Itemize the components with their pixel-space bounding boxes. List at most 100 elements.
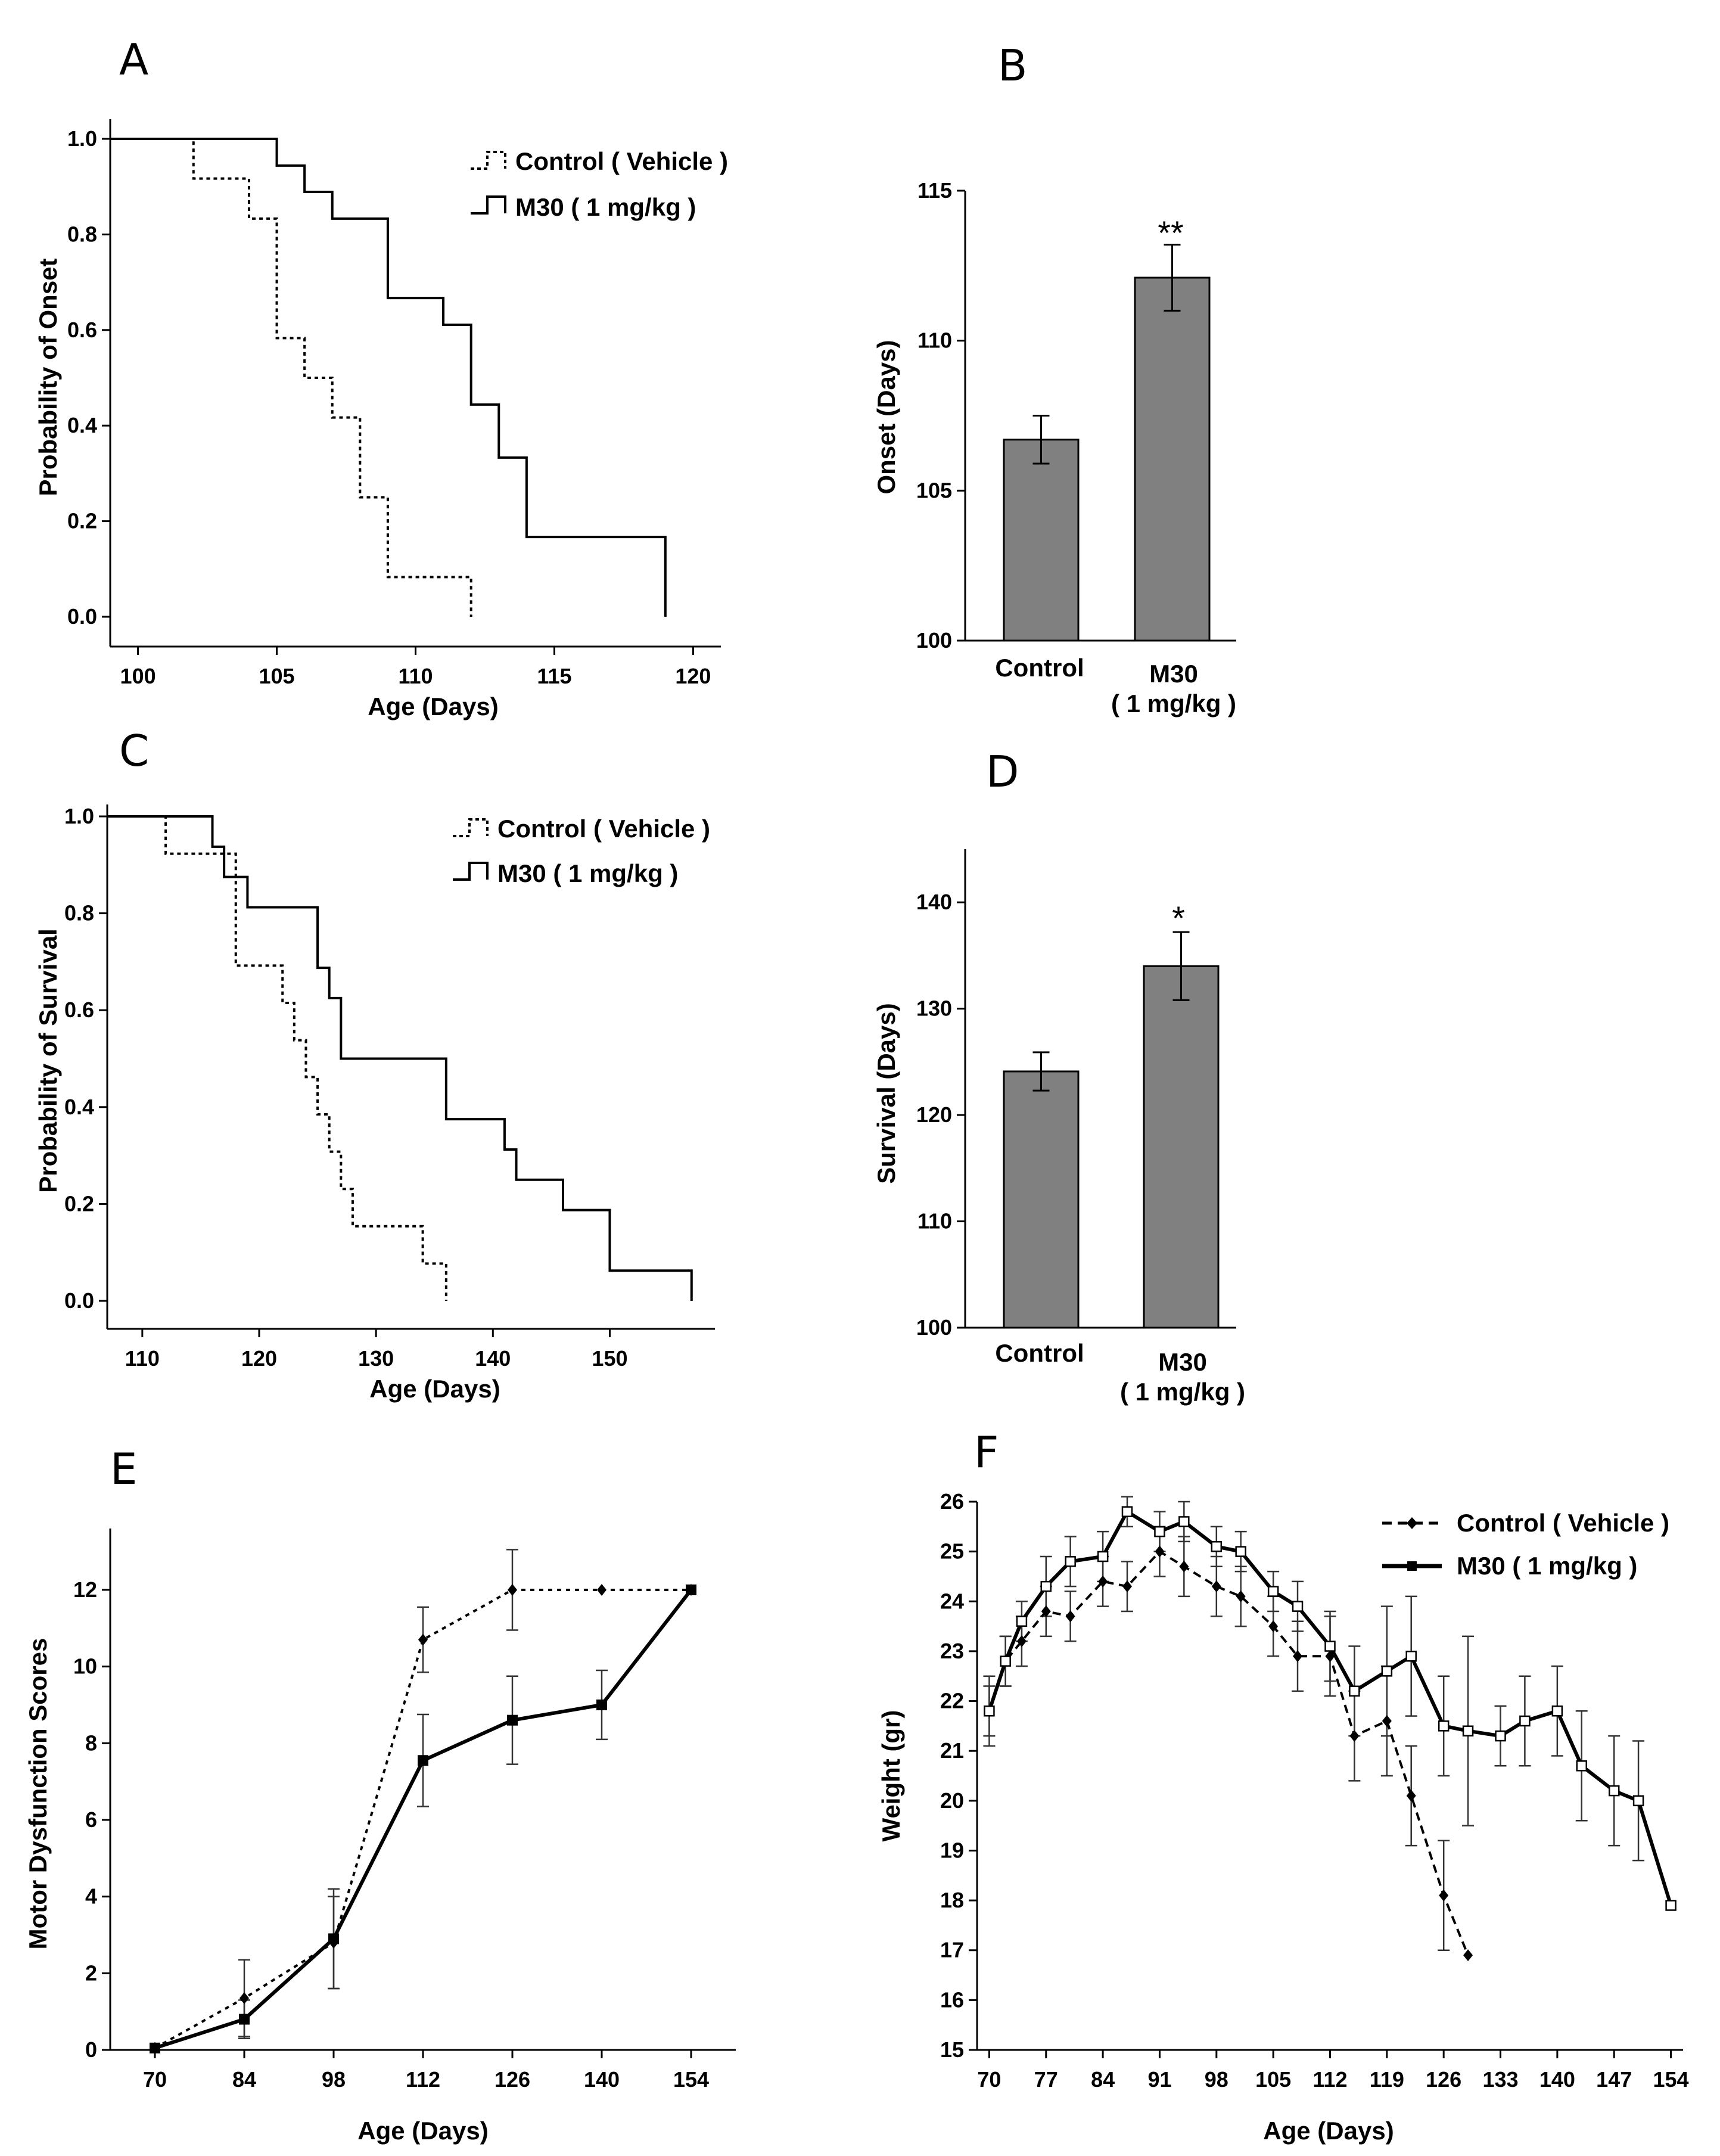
panel-f-control-point [1382,1715,1392,1727]
panel-e-control-point [597,1583,606,1596]
panel-f-m30-point [1040,1580,1052,1592]
panel-a-ytick-label: 0.0 [67,604,97,629]
panel-f-m30-point [1519,1715,1531,1727]
panel-c-m30-curve [107,815,693,1301]
panel-f-legend-control: Control ( Vehicle ) [1457,1509,1669,1537]
panel-e-m30-point [418,1755,428,1766]
panel-f-m30-point [1154,1526,1165,1537]
legend-control-swatch-icon [453,818,489,837]
panel-a-xtick-label: 120 [675,664,711,688]
panel-f-control-point [1268,1620,1279,1633]
panel-f-xtick-label: 91 [1147,2067,1171,2092]
panel-a-ytick-label: 0.6 [67,318,97,342]
panel-e-ytick-label: 4 [85,1884,97,1909]
panel-e-motor-scores: Age (Days) Motor Dysfunction Scores 70 84… [24,1529,736,2145]
panel-f-ytick-label: 22 [940,1689,964,1713]
panel-b-category-control: Control [995,654,1084,682]
panel-d-category-control: Control [995,1339,1084,1367]
panel-f-xtick-label: 77 [1034,2067,1058,2092]
panel-f-m30-point [1495,1730,1506,1742]
panel-f-ytick-label: 20 [940,1788,964,1813]
panel-letter-a: A [119,35,148,85]
panel-f-y-title: Weight (gr) [877,1710,905,1842]
legend-m30-swatch-icon [471,195,506,215]
panel-f-xtick-label: 105 [1255,2067,1291,2092]
panel-e-m30-point [507,1714,518,1726]
panel-f-m30-point [984,1705,995,1717]
panel-a-ytick-label: 0.8 [67,222,97,246]
panel-d-category-m30-dose: ( 1 mg/kg ) [1120,1378,1245,1406]
panel-a-ytick-label: 0.2 [67,509,97,533]
panel-d-ytick-label: 140 [916,890,952,914]
panel-e-xtick-label: 84 [232,2067,256,2092]
panel-f-m30-point [1065,1556,1076,1567]
panel-d-ytick-label: 130 [916,996,952,1021]
panel-f-legend: Control ( Vehicle ) M30 ( 1 mg/kg ) [1382,1509,1669,1580]
panel-f-control-point [1236,1590,1246,1602]
panel-a-ytick-label: 1.0 [67,126,97,151]
panel-d-ytick-label: 100 [916,1315,952,1340]
panel-e-ytick-label: 6 [85,1807,97,1832]
panel-e-control-point [418,1633,428,1646]
panel-f-control-point [1406,1790,1416,1802]
panel-f-m30-point [1576,1760,1587,1772]
panel-f-m30-point [1632,1795,1644,1807]
panel-a-legend-m30: M30 ( 1 mg/kg ) [515,193,696,221]
panel-f-m30-point [1097,1551,1109,1562]
panel-f-control-point [1065,1610,1075,1623]
panel-a-x-title: Age (Days) [368,692,498,720]
panel-f-ytick-label: 16 [940,1987,964,2012]
panel-f-m30-point [1016,1616,1028,1627]
panel-a-ytick-label: 0.4 [67,413,97,437]
panel-f-x-title: Age (Days) [1263,2117,1394,2145]
panel-e-m30-point [686,1584,696,1595]
panel-f-control-point [1463,1949,1473,1962]
panel-f-m30-point [1438,1720,1450,1732]
panel-e-ytick-label: 10 [73,1654,97,1679]
panel-f-control-point [1016,1635,1027,1648]
panel-b-significance: ** [1158,214,1184,251]
panel-f-m30-point [1665,1900,1677,1911]
panel-f-control-point [1155,1545,1165,1558]
panel-b-category-m30: M30 [1149,660,1198,688]
panel-a-xtick-label: 105 [259,664,295,688]
panel-letter-b: B [998,41,1027,91]
panel-f-xtick-label: 119 [1370,2067,1404,2092]
panel-a-xtick-label: 115 [537,664,571,688]
panel-a-xtick-label: 100 [120,664,156,688]
panel-c-xtick-label: 140 [475,1346,511,1371]
panel-c-xtick-label: 110 [125,1346,160,1371]
panel-e-control-point [240,1992,249,2005]
panel-f-m30-point [1121,1506,1133,1517]
panel-f-xtick-label: 84 [1091,2067,1115,2092]
panel-c-legend: Control ( Vehicle ) M30 ( 1 mg/kg ) [453,815,710,887]
panel-f-weight: Age (Days) Weight (gr) 70 77 84 91 98 105 112 1… [877,1489,1689,2145]
panel-c-ytick-label: 0.6 [64,998,94,1022]
panel-b-bar-m30 [1134,277,1211,642]
panel-f-xtick-label: 70 [977,2067,1001,2092]
panel-f-legend-m30: M30 ( 1 mg/kg ) [1457,1552,1637,1580]
panel-a-legend: Control ( Vehicle ) M30 ( 1 mg/kg ) [471,147,728,221]
panel-c-y-title: Probability of Survival [34,928,62,1192]
panel-e-m30-point [239,2014,250,2025]
panel-f-ytick-label: 23 [940,1639,964,1663]
panel-f-m30-point [1608,1785,1620,1797]
panel-e-xtick-label: 140 [584,2067,620,2092]
panel-c-ytick-label: 0.0 [64,1288,94,1313]
panel-e-ytick-label: 0 [85,2037,97,2062]
panel-f-control-point [1211,1580,1221,1593]
panel-f-m30-point [1324,1641,1336,1652]
panel-c-ytick-label: 1.0 [64,804,94,828]
panel-b-category-m30-dose: ( 1 mg/kg ) [1111,689,1236,717]
panel-letter-f: F [974,1427,999,1477]
panel-f-m30-point [1292,1601,1304,1612]
legend-m30-marker-icon [1407,1561,1417,1571]
panel-c-xtick-label: 120 [241,1346,277,1371]
panel-a-legend-control: Control ( Vehicle ) [515,147,728,175]
panel-a-xtick-label: 110 [398,664,433,688]
panel-f-ytick-label: 25 [940,1539,964,1564]
panel-f-ytick-label: 26 [940,1489,964,1514]
panel-f-control-point [1349,1730,1360,1742]
panel-b-y-title: Onset (Days) [872,340,900,494]
panel-f-ytick-label: 18 [940,1888,964,1912]
